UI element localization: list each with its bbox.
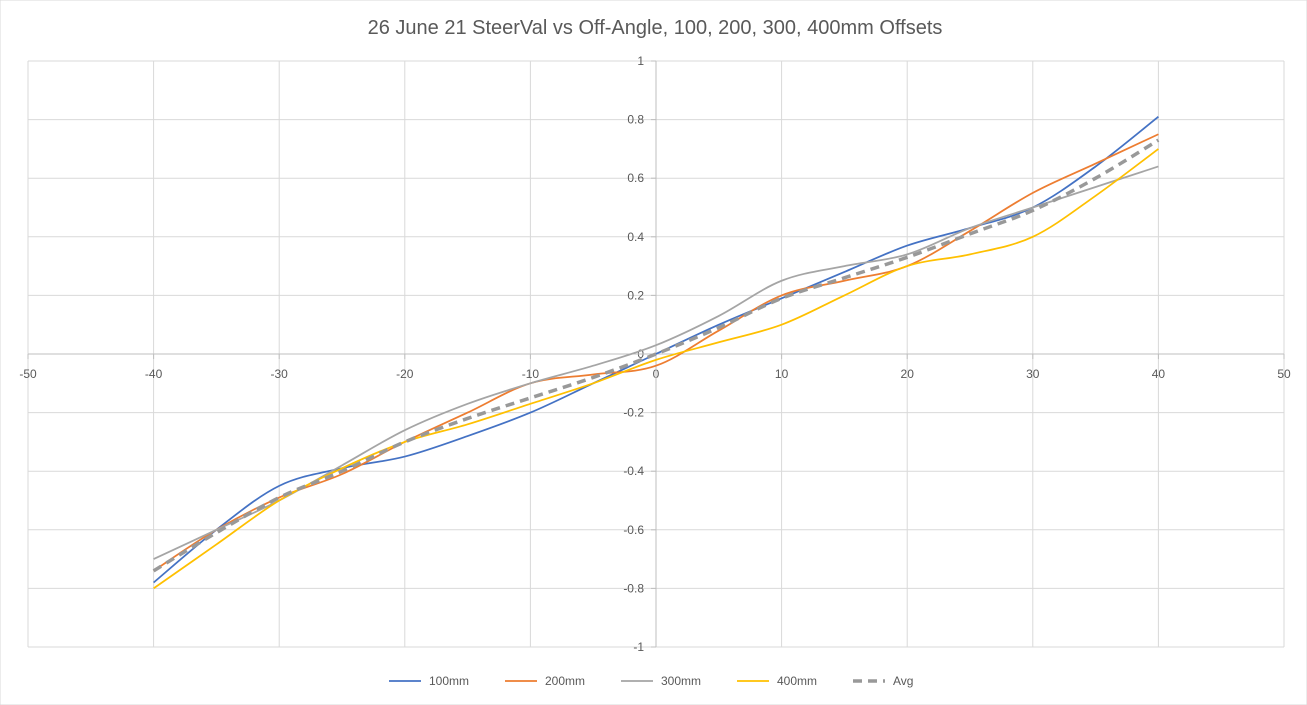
x-tick-label: 10 [775, 367, 789, 381]
series-line-300mm [153, 165, 1159, 560]
y-tick-label: -0.6 [623, 523, 644, 537]
legend-label-300mm: 300mm [661, 674, 701, 688]
y-tick-label: 0.4 [627, 230, 644, 244]
series-line-400mm [153, 148, 1159, 590]
series-line-avg [152, 138, 1160, 573]
y-tick-label: 1 [637, 54, 644, 68]
x-tick-label: -50 [19, 367, 37, 381]
chart-title: 26 June 21 SteerVal vs Off-Angle, 100, 2… [368, 17, 943, 39]
legend-label-100mm: 100mm [429, 674, 469, 688]
series-line-100mm [153, 115, 1159, 584]
y-tick-label: 0.2 [627, 288, 644, 302]
x-tick-label: 30 [1026, 367, 1040, 381]
y-tick-label: -0.4 [623, 464, 644, 478]
legend: 100mm 200mm 300mm 400mm Avg [389, 674, 913, 688]
y-tick-label: 0.8 [627, 113, 644, 127]
x-tick-label: -40 [145, 367, 163, 381]
x-tick-label: -30 [271, 367, 289, 381]
y-tick-label: -0.8 [623, 581, 644, 595]
legend-label-avg: Avg [893, 674, 913, 688]
x-tick-label: -20 [396, 367, 414, 381]
legend-label-400mm: 400mm [777, 674, 817, 688]
y-tick-label: 0.6 [627, 171, 644, 185]
x-tick-label: 40 [1152, 367, 1166, 381]
series-line-200mm [153, 133, 1159, 572]
x-tick-label: 20 [901, 367, 915, 381]
y-tick-label: -0.2 [623, 406, 644, 420]
legend-label-200mm: 200mm [545, 674, 585, 688]
series-lines [152, 115, 1160, 590]
x-tick-label: -10 [522, 367, 540, 381]
x-tick-label: 50 [1277, 367, 1291, 381]
y-tick-label: -1 [633, 640, 644, 654]
